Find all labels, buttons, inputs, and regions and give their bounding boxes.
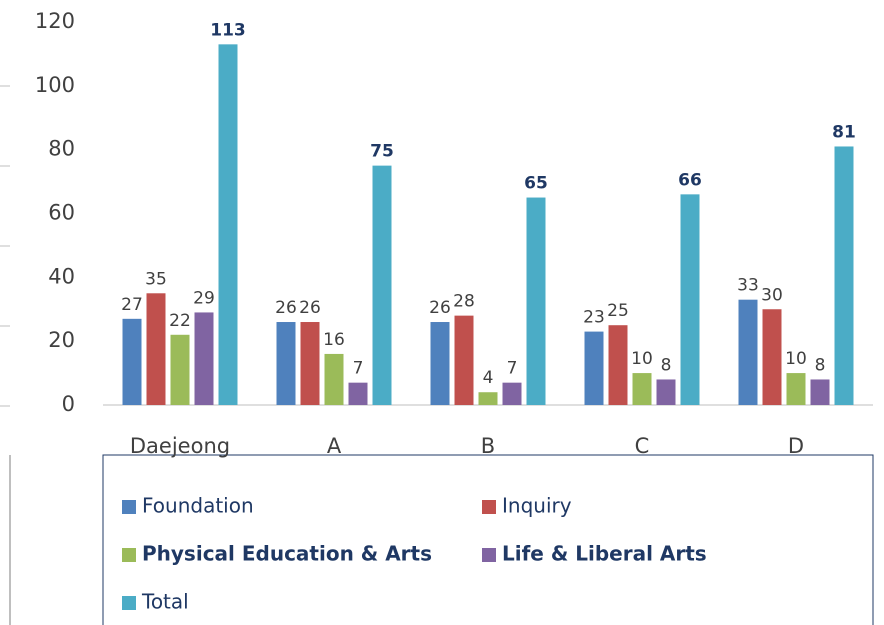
value-label: 16 (323, 330, 345, 350)
bar (218, 44, 238, 405)
value-label: 66 (678, 170, 702, 190)
value-label: 29 (193, 288, 215, 308)
legend-swatch (122, 500, 136, 514)
legend-label: Physical Education & Arts (142, 542, 432, 566)
value-label: 26 (275, 298, 297, 318)
x-tick-label: B (481, 434, 495, 458)
bar (810, 379, 830, 405)
y-tick-label: 100 (35, 73, 75, 97)
y-tick-label: 40 (48, 264, 75, 288)
value-label: 33 (737, 276, 759, 296)
value-label: 7 (507, 359, 518, 379)
x-tick-label: C (635, 434, 650, 458)
value-label: 25 (607, 301, 629, 321)
bar (324, 353, 344, 405)
bar (194, 312, 214, 405)
bar (348, 382, 368, 405)
value-label: 27 (121, 295, 143, 315)
legend-box (102, 454, 874, 625)
bar (656, 379, 676, 405)
bar (526, 197, 546, 405)
bar (300, 322, 320, 405)
bar (762, 309, 782, 405)
y-tick-label: 80 (48, 137, 75, 161)
value-label: 8 (661, 355, 672, 375)
value-label: 81 (832, 122, 856, 142)
legend-swatch (482, 500, 496, 514)
bar (170, 334, 190, 405)
value-label: 7 (353, 359, 364, 379)
value-label: 22 (169, 311, 191, 331)
value-label: 26 (299, 298, 321, 318)
value-label: 4 (483, 368, 494, 388)
bar (454, 315, 474, 405)
bar (632, 373, 652, 405)
value-label: 23 (583, 308, 605, 328)
value-label: 28 (453, 292, 475, 312)
cropped-left-panel (0, 85, 11, 625)
bar (122, 318, 142, 405)
bar (786, 373, 806, 405)
value-label: 65 (524, 174, 548, 194)
bar (680, 194, 700, 405)
value-label: 10 (631, 349, 653, 369)
legend-swatch (122, 596, 136, 610)
legend-label: Total (141, 590, 189, 614)
legend-label: Foundation (142, 494, 254, 518)
y-tick-label: 120 (35, 9, 75, 33)
value-label: 35 (145, 269, 167, 289)
x-tick-label: A (327, 434, 342, 458)
bar (738, 299, 758, 405)
legend-swatch (122, 548, 136, 562)
legend-swatch (482, 548, 496, 562)
bar (834, 146, 854, 405)
legend-label: Inquiry (502, 494, 572, 518)
y-tick-label: 20 (48, 328, 75, 352)
bar (478, 392, 498, 405)
x-tick-label: Daejeong (130, 434, 230, 458)
bar (372, 165, 392, 405)
bar (502, 382, 522, 405)
value-label: 113 (210, 20, 246, 40)
value-label: 26 (429, 298, 451, 318)
y-tick-label: 60 (48, 201, 75, 225)
value-label: 75 (370, 142, 394, 162)
value-label: 8 (815, 355, 826, 375)
bar (146, 293, 166, 405)
bar (430, 322, 450, 405)
y-tick-label: 0 (62, 392, 75, 416)
bar (276, 322, 296, 405)
value-label: 30 (761, 285, 783, 305)
bar (584, 331, 604, 405)
value-label: 10 (785, 349, 807, 369)
bar (608, 325, 628, 405)
x-tick-label: D (788, 434, 804, 458)
legend-label: Life & Liberal Arts (502, 542, 707, 566)
